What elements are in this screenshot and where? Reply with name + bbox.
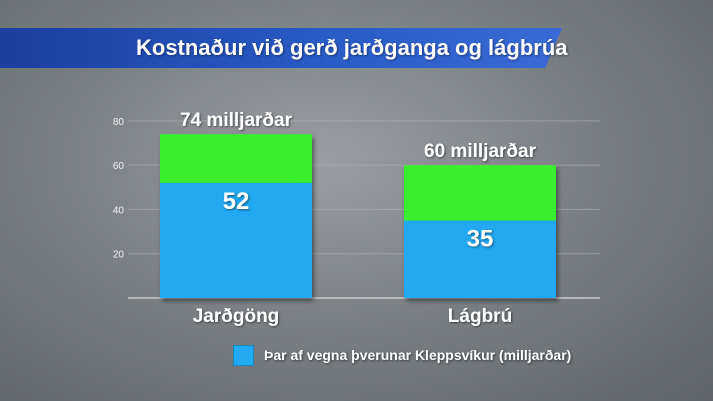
title-banner <box>0 28 562 68</box>
bar-value-label: 52 <box>223 188 250 215</box>
bar-segment-green <box>160 134 312 183</box>
chart-title: Kostnaður við gerð jarðganga og lágbrúa <box>136 35 568 60</box>
bar-total-label: 74 milljarðar <box>180 110 293 131</box>
bar-group <box>160 134 312 298</box>
bar-value-label: 35 <box>467 226 494 253</box>
legend-swatch-blue <box>233 344 254 366</box>
y-tick-label: 80 <box>113 117 125 128</box>
y-tick-label: 40 <box>113 205 125 216</box>
bar-group <box>404 165 556 298</box>
legend-label: Þar af vegna þverunar Kleppsvíkur (millj… <box>264 347 572 363</box>
y-tick-label: 20 <box>113 250 125 261</box>
bar-segment-blue <box>160 182 312 298</box>
x-category-label: Lágbrú <box>448 306 512 327</box>
bar-segment-blue <box>404 220 556 298</box>
bar-total-label: 60 milljarðar <box>424 141 537 162</box>
x-category-label: Jarðgöng <box>193 306 280 327</box>
y-tick-label: 60 <box>113 161 125 172</box>
legend: Þar af vegna þverunar Kleppsvíkur (millj… <box>233 344 572 366</box>
bar-segment-green <box>404 165 556 221</box>
